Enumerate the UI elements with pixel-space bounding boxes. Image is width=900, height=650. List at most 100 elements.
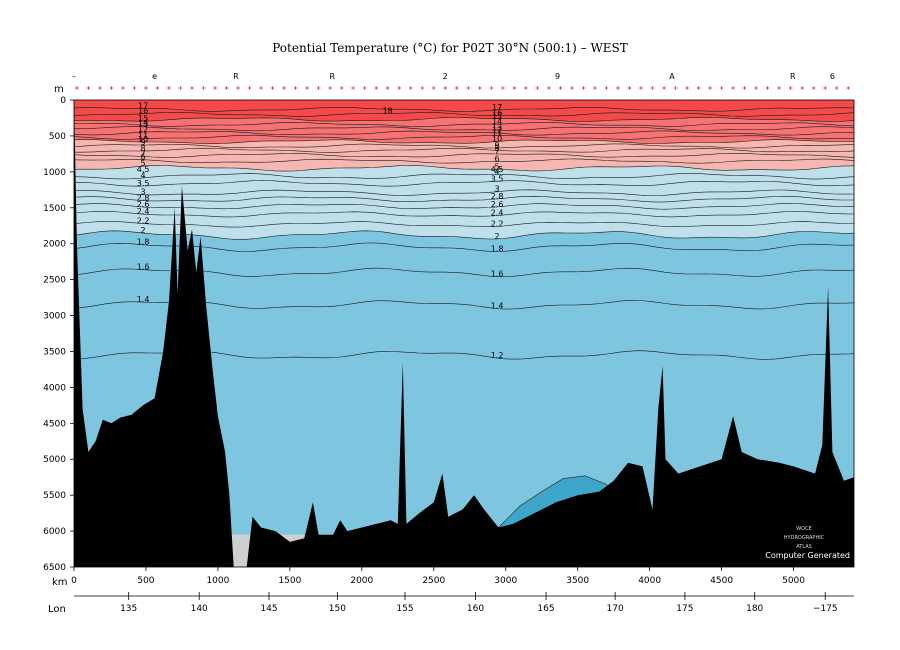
x-tick-label: 2500 xyxy=(422,576,445,586)
y-tick-label: 1500 xyxy=(43,204,66,214)
y-tick-label: 1000 xyxy=(43,168,66,178)
station-mark xyxy=(719,86,724,90)
right-label-2.2: 2.2 xyxy=(491,219,504,228)
left-label-4: 4 xyxy=(141,171,146,180)
section-mark-label: R xyxy=(790,72,796,81)
station-mark xyxy=(305,86,310,90)
left-label-6: 6 xyxy=(141,153,146,162)
left-label-1.6: 1.6 xyxy=(137,263,150,272)
section-mark-label: 9 xyxy=(555,72,560,81)
station-mark xyxy=(523,86,528,90)
station-mark xyxy=(351,86,356,90)
y-tick-label: 3000 xyxy=(43,312,66,322)
station-mark xyxy=(558,86,563,90)
left-label-5: 5 xyxy=(141,159,146,168)
station-mark xyxy=(339,86,344,90)
station-mark xyxy=(190,86,195,90)
isotherm-7 xyxy=(73,153,855,158)
station-mark xyxy=(489,86,494,90)
station-mark xyxy=(247,86,252,90)
station-mark xyxy=(224,86,229,90)
isotherm-16 xyxy=(73,112,855,117)
y-tick-label: 500 xyxy=(49,132,66,142)
section-mark-label: 6 xyxy=(830,72,835,81)
station-mark xyxy=(546,86,551,90)
station-mark xyxy=(673,86,678,90)
left-label-2.4: 2.4 xyxy=(137,207,150,216)
y-tick-label: 4500 xyxy=(43,419,66,429)
station-mark xyxy=(811,86,816,90)
right-label-2.6: 2.6 xyxy=(491,200,504,209)
lon-tick-label: 145 xyxy=(260,604,277,614)
left-label-14: 14 xyxy=(138,118,148,127)
left-label-3.5: 3.5 xyxy=(137,179,150,188)
left-label-2.2: 2.2 xyxy=(137,217,150,226)
station-mark xyxy=(420,86,425,90)
isotherm-3 xyxy=(73,189,855,196)
y-tick-label: 5500 xyxy=(43,491,66,501)
x-tick-label: 1500 xyxy=(278,576,301,586)
station-mark xyxy=(362,86,367,90)
axes: 0500100015002000250030003500400045005000… xyxy=(43,72,855,614)
station-mark xyxy=(477,86,482,90)
station-mark xyxy=(454,86,459,90)
atlas-watermark: WOCE HYDROGRAPHIC ATLAS xyxy=(784,526,825,550)
right-label-15: 15 xyxy=(492,112,502,121)
isotherm-10 xyxy=(73,139,855,144)
station-mark xyxy=(777,86,782,90)
station-mark xyxy=(639,86,644,90)
right-label-1.4: 1.4 xyxy=(491,302,504,311)
right-label-1.2: 1.2 xyxy=(491,351,504,360)
station-mark xyxy=(120,86,125,90)
station-mark xyxy=(132,86,137,90)
station-mark xyxy=(512,86,517,90)
watermark-line: WOCE xyxy=(796,526,812,532)
right-label-2: 2 xyxy=(495,232,500,241)
left-label-3: 3 xyxy=(141,188,146,197)
lon-axis-label: Lon xyxy=(48,604,66,615)
x-tick-label: 4000 xyxy=(638,576,661,586)
x-tick-label: 4500 xyxy=(710,576,733,586)
station-mark xyxy=(74,86,79,90)
right-label-1.6: 1.6 xyxy=(491,270,504,279)
right-label-9: 9 xyxy=(495,141,500,150)
station-mark xyxy=(397,86,402,90)
isotherm-1.8 xyxy=(73,242,855,252)
computer-generated-note: Computer Generated xyxy=(765,551,850,560)
station-mark xyxy=(109,86,114,90)
station-mark xyxy=(731,86,736,90)
y-tick-label: 6000 xyxy=(43,527,66,537)
left-label-1.4: 1.4 xyxy=(137,295,150,304)
y-tick-label: 3500 xyxy=(43,347,66,357)
station-mark xyxy=(662,86,667,90)
left-label-10: 10 xyxy=(138,135,148,144)
station-mark xyxy=(166,86,171,90)
station-mark xyxy=(236,86,241,90)
left-label-16: 16 xyxy=(138,107,148,116)
right-label-12: 12 xyxy=(492,126,502,135)
lon-tick-label: 140 xyxy=(191,604,208,614)
station-mark xyxy=(615,86,620,90)
station-mark xyxy=(143,86,148,90)
right-label-5: 5 xyxy=(495,162,500,171)
lon-tick-label: 180 xyxy=(746,604,763,614)
station-mark xyxy=(213,86,218,90)
right-label-3: 3 xyxy=(495,185,500,194)
station-mark xyxy=(604,86,609,90)
right-label-2.8: 2.8 xyxy=(491,192,504,201)
y-tick-label: 6500 xyxy=(43,563,66,573)
lon-tick-label: 170 xyxy=(607,604,624,614)
watermark-line: HYDROGRAPHIC xyxy=(784,535,825,541)
station-mark xyxy=(443,86,448,90)
left-label-4.5: 4.5 xyxy=(137,165,150,174)
x-tick-label: 5000 xyxy=(782,576,805,586)
lon-tick-label: −175 xyxy=(813,604,838,614)
chart-title: Potential Temperature (°C) for P02T 30°N… xyxy=(272,41,628,55)
x-tick-label: 1000 xyxy=(206,576,229,586)
left-label-2.8: 2.8 xyxy=(137,194,150,203)
station-mark xyxy=(696,86,701,90)
isotherm-17 xyxy=(73,107,855,112)
station-mark xyxy=(270,86,275,90)
station-mark xyxy=(408,86,413,90)
right-label-2.4: 2.4 xyxy=(491,209,504,218)
